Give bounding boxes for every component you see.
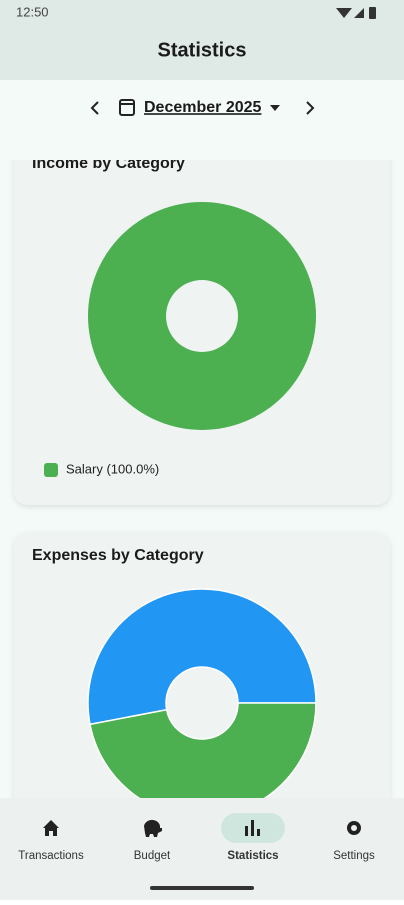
pie-slice: [88, 202, 316, 430]
dropdown-arrow: [270, 105, 280, 111]
status-time: 12:50: [16, 4, 49, 19]
card-title: Income by Category: [32, 155, 185, 172]
card: [14, 160, 390, 505]
bottom-nav: [0, 798, 404, 900]
home-indicator: [150, 886, 254, 890]
nav-label: Budget: [134, 850, 171, 862]
nav-label: Statistics: [227, 850, 278, 862]
pie-slice: [89, 702, 317, 798]
app-bar: [0, 0, 404, 80]
calendar-icon: [119, 99, 135, 116]
nav-icons: [43, 819, 361, 837]
scroll-content: Income by Category Salary (100.0%) Expense…: [14, 155, 390, 798]
nav-label: Transactions: [18, 850, 84, 862]
prev-month[interactable]: [90, 101, 99, 115]
nav-item[interactable]: [104, 810, 200, 870]
month-label: December 2025: [144, 99, 262, 116]
screen-title: Statistics: [158, 39, 247, 61]
status-icons: [336, 7, 376, 19]
nav-item[interactable]: [3, 810, 99, 870]
legend-swatch: [44, 463, 58, 477]
nav-item[interactable]: [205, 810, 301, 870]
month-picker[interactable]: December 2025: [119, 99, 280, 116]
next-month[interactable]: [306, 101, 315, 115]
nav-label: Settings: [333, 850, 375, 862]
legend-label: Salary (100.0%): [66, 461, 159, 476]
pie-slice: [87, 588, 317, 726]
card-title: Expenses by Category: [32, 547, 204, 564]
nav-item[interactable]: [306, 810, 402, 870]
